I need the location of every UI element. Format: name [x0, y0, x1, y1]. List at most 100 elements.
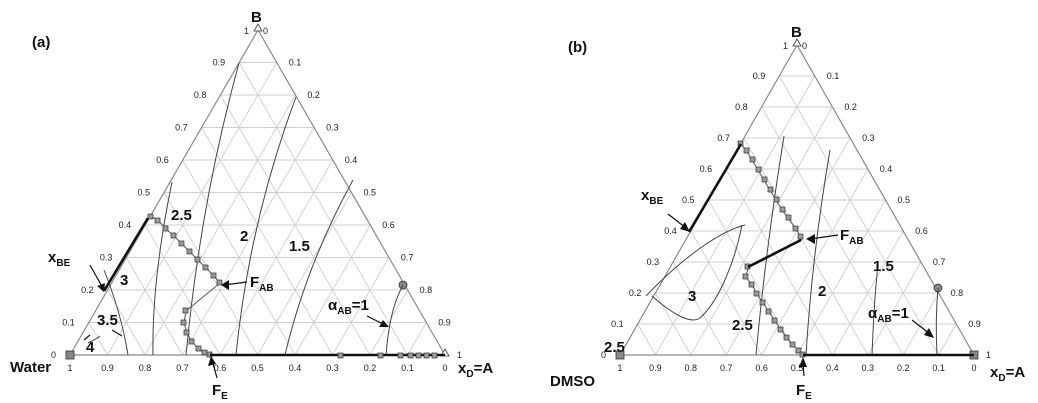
panel-a-grid: 0.9 0.8 0.7 0.6 0.5 0.4 0.3 0.2 0.1 0 0.1 0.2 0.3 0.4… — [51, 58, 462, 374]
vertex-a-main: x — [990, 364, 999, 381]
bottom-tick-label: 0.8 — [685, 363, 698, 373]
panel-a-top-tick-1: 1 — [244, 26, 249, 36]
stage-marker — [749, 156, 756, 163]
bottom-tick-label: 1 — [67, 363, 72, 373]
panel-b-iso-curve-1 — [935, 287, 939, 356]
panel-a-xbe-label: xBE — [48, 249, 71, 269]
right-tick-label: 0.4 — [345, 155, 358, 165]
grid-line — [369, 289, 408, 356]
grid-line — [778, 75, 939, 356]
stage-marker — [755, 166, 762, 173]
stage-marker — [178, 240, 185, 247]
stage-marker — [765, 308, 772, 315]
right-tick-label: 0.6 — [382, 220, 395, 230]
alpha-main: α — [328, 297, 338, 314]
right-tick-label: 0.9 — [968, 319, 981, 329]
left-tick-label: 0.3 — [647, 257, 660, 267]
panel-a-iso-label-2-5: 2.5 — [171, 207, 192, 224]
right-tick-label: 0.6 — [915, 226, 928, 236]
stage-marker — [183, 329, 190, 336]
alpha-sub: AB — [877, 314, 891, 325]
grid-line — [88, 322, 108, 356]
stage-marker — [777, 326, 784, 333]
panel-b-iso-label-2: 2 — [818, 283, 826, 300]
bottom-tick-label: 0 — [971, 363, 976, 373]
panel-a-iso-label-4: 4 — [86, 339, 95, 356]
panel-b-xbe-label: xBE — [641, 187, 664, 207]
panel-a-iso-curve-2-5 — [185, 62, 240, 356]
grid-line — [294, 224, 371, 356]
panel-a: (a) 0.90.80.70.60.50.40.30.20.100.10.20.… — [10, 9, 493, 402]
stage-marker — [202, 264, 209, 271]
stage-marker — [789, 341, 796, 348]
left-tick-label: 0.5 — [682, 195, 695, 205]
panel-a-iso-curve-2 — [235, 96, 297, 356]
bottom-tick-label: 0.6 — [755, 363, 768, 373]
vertex-a-rest: =A — [1006, 364, 1026, 381]
panel-a-vertex-b-label: B — [251, 9, 262, 26]
left-tick-label: 0 — [601, 350, 606, 360]
left-tick-label: 0.2 — [81, 285, 94, 295]
panel-b-b-vertex-marker — [792, 38, 802, 47]
panel-b-fe-label: FE — [796, 382, 812, 402]
panel-a-top-tick-0: 0 — [263, 26, 268, 36]
panel-b-stage-markers — [737, 140, 806, 358]
panel-b-iso-label-3: 3 — [688, 288, 696, 305]
stage-marker — [773, 196, 780, 203]
bottom-tick-label: 0.4 — [826, 363, 839, 373]
left-tick-label: 0.5 — [137, 188, 150, 198]
xbe-main: x — [48, 249, 57, 266]
bottom-tick-label: 0.7 — [720, 363, 733, 373]
grid-line — [832, 230, 904, 356]
right-tick-label: 0.5 — [364, 188, 377, 198]
stage-marker — [188, 338, 195, 345]
panel-b: (b) 0.90.80.70.60.50.40.30.20.100.10.20.… — [550, 24, 1025, 402]
bottom-tick-label: 0.8 — [139, 363, 152, 373]
stage-marker — [162, 225, 169, 232]
panel-b-iso-curve-2 — [805, 149, 831, 356]
stage-marker — [170, 232, 177, 239]
bottom-tick-label: 0.9 — [649, 363, 662, 373]
stage-marker — [154, 217, 161, 224]
grid-line — [201, 127, 333, 356]
panel-a-fe-arrowhead — [208, 356, 216, 366]
panel-a-35-arrow — [111, 329, 123, 337]
grid-line — [257, 192, 352, 356]
panel-b-fab-label: FAB — [840, 227, 864, 247]
stage-marker — [186, 248, 193, 255]
stage-marker — [216, 279, 223, 286]
stage-marker — [423, 352, 430, 359]
left-tick-label: 0 — [51, 350, 56, 360]
panel-a-fe-label: FE — [212, 382, 228, 402]
right-tick-label: 0.1 — [827, 71, 840, 81]
panel-a-iso-curve-3 — [152, 181, 173, 356]
stage-marker — [431, 352, 438, 359]
right-tick-label: 0.4 — [880, 164, 893, 174]
panel-b-label: (b) — [568, 39, 587, 56]
panel-a-iso-curve-1-5 — [284, 179, 354, 356]
panel-b-iso-label-1-5: 1.5 — [873, 258, 894, 275]
panel-b-top-tick-0: 0 — [802, 41, 807, 51]
panel-a-feed-markers — [337, 352, 438, 359]
left-tick-label: 0.8 — [194, 90, 207, 100]
panel-b-dmso-vertex-marker — [615, 350, 625, 360]
panel-b-xbe-line — [687, 143, 743, 233]
right-tick-label: 0.8 — [951, 288, 964, 298]
panel-a-xbe-arrowhead — [97, 283, 105, 292]
bottom-tick-label: 0.5 — [791, 363, 804, 373]
right-tick-label: 1 — [986, 350, 991, 360]
stage-marker — [194, 256, 201, 263]
panel-b-iso-curve-2-5 — [755, 135, 785, 356]
panel-b-fab-line — [747, 238, 802, 269]
panel-b-iso-label-2-5: 2.5 — [732, 317, 753, 334]
stage-marker — [771, 317, 778, 324]
panel-b-iso-curve-3-upper — [645, 224, 746, 297]
left-tick-label: 0.4 — [664, 226, 677, 236]
stage-marker — [337, 352, 344, 359]
panel-b-fe-arrowhead — [799, 357, 807, 367]
alpha-rest: =1 — [352, 297, 369, 314]
stage-marker — [743, 147, 750, 154]
panel-b-alpha-label: αAB=1 — [868, 305, 909, 325]
grid-line — [743, 137, 869, 356]
stage-marker — [785, 214, 792, 221]
